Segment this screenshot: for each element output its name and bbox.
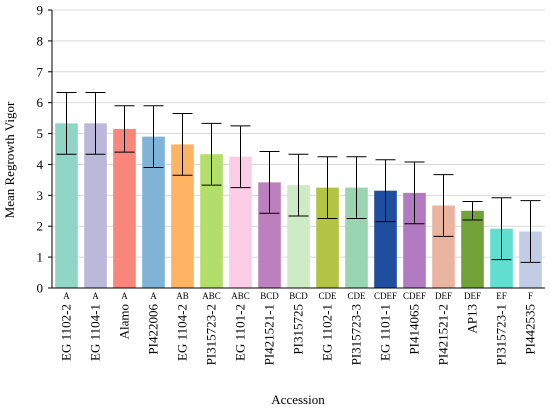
error-bar: [317, 156, 338, 219]
error-bar: [230, 125, 251, 189]
error-bar: [346, 156, 367, 219]
significance-letter: BCD: [260, 291, 279, 301]
error-bar: [288, 153, 309, 217]
bar: [403, 192, 426, 288]
category-label: EG 1102-1: [320, 304, 335, 361]
error-bar: [56, 91, 77, 155]
error-bar: [462, 201, 483, 221]
significance-letter: CDE: [319, 291, 338, 301]
bar: [374, 190, 397, 288]
error-bars: [56, 91, 541, 263]
category-label: PI315723-2: [204, 304, 219, 365]
significance-letter: CDEF: [403, 291, 426, 301]
significance-letter: DEF: [435, 291, 452, 301]
bar: [55, 123, 78, 289]
significance-letter: A: [150, 291, 157, 301]
significance-letter: CDEF: [374, 291, 397, 301]
y-tick-label: 4: [37, 157, 44, 172]
bar: [200, 154, 223, 288]
significance-letter: EF: [496, 291, 507, 301]
bar: [113, 128, 136, 288]
error-bar: [201, 122, 222, 186]
category-label: EG 1104-2: [175, 304, 190, 361]
category-label: PI442535: [523, 304, 538, 355]
y-axis-title: Mean Regrowth Vigor: [2, 101, 17, 218]
error-bar: [404, 161, 425, 225]
y-tick-label: 3: [37, 188, 44, 203]
significance-letter: ABC: [202, 291, 221, 301]
error-bar: [85, 91, 106, 155]
category-label: EG 1104-1: [88, 304, 103, 361]
significance-letter: CDE: [348, 291, 367, 301]
y-tick-label: 9: [37, 3, 44, 18]
error-bar: [143, 105, 164, 169]
error-bar: [375, 159, 396, 223]
category-label: PI315723-1: [494, 304, 509, 365]
category-label: EG 1101-1: [378, 304, 393, 361]
significance-letter: AB: [176, 291, 189, 301]
significance-letter: A: [63, 291, 70, 301]
y-tick-label: 1: [37, 250, 44, 265]
error-bar: [114, 105, 135, 153]
y-tick-label: 7: [37, 64, 44, 79]
significance-letter: A: [121, 291, 128, 301]
category-label: Alamo: [117, 304, 132, 339]
category-label: PI315725: [291, 304, 306, 355]
category-label: PI422006: [146, 304, 161, 355]
error-bar: [520, 200, 541, 263]
category-label: AP13: [465, 304, 480, 334]
significance-letter: F: [528, 291, 533, 301]
y-tick-labels: 0 1 2 3 4 5 6 7 8 9: [37, 3, 52, 296]
error-bar: [259, 150, 280, 214]
bar: [316, 187, 339, 288]
category-labels: EG 1102-2 EG 1104-1 Alamo PI422006 EG 1104-2…: [59, 304, 538, 366]
category-label: EG 1102-2: [59, 304, 74, 361]
error-bar: [491, 197, 512, 261]
y-tick-label: 8: [37, 33, 44, 48]
y-tick-label: 0: [37, 281, 44, 296]
error-bar: [433, 174, 454, 237]
y-tick-label: 2: [37, 219, 44, 234]
x-axis-title: Accession: [271, 392, 325, 407]
category-label: PI414065: [407, 304, 422, 355]
bar: [229, 156, 252, 288]
category-label: PI315723-3: [349, 304, 364, 365]
significance-letter: A: [92, 291, 99, 301]
category-label: EG 1101-2: [233, 304, 248, 361]
y-tick-label: 6: [37, 95, 44, 110]
axes: [51, 10, 545, 289]
bar: [432, 205, 455, 288]
significance-letter: BCD: [289, 291, 308, 301]
category-label: PI421521-2: [436, 304, 451, 365]
bar: [345, 187, 368, 288]
error-bar: [172, 112, 193, 176]
significance-labels: A A A A AB ABC ABC BCD BCD CDE CDE CDEF CDEF DEF DEF EF…: [63, 291, 533, 301]
bar: [461, 210, 484, 288]
bar: [287, 185, 310, 288]
significance-letter: ABC: [231, 291, 250, 301]
bar: [84, 123, 107, 289]
bars: [55, 123, 542, 289]
significance-letter: DEF: [464, 291, 481, 301]
bar: [142, 136, 165, 288]
bar: [171, 144, 194, 288]
y-tick-label: 5: [37, 126, 44, 141]
category-label: PI421521-1: [262, 304, 277, 365]
bar: [258, 182, 281, 288]
